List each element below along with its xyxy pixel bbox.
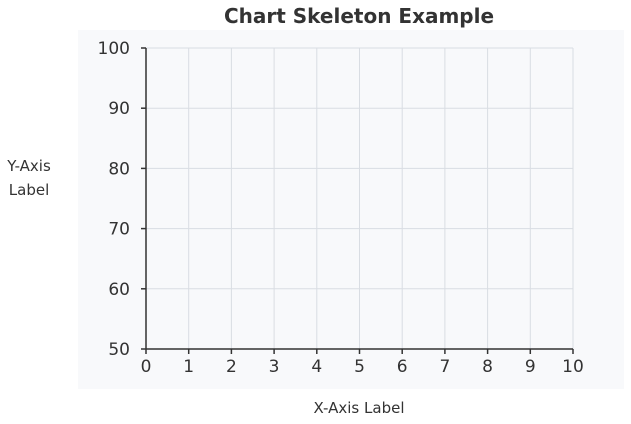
chart-title: Chart Skeleton Example — [224, 4, 494, 28]
y-tick-label: 60 — [108, 280, 130, 300]
x-tick-label: 6 — [397, 357, 408, 377]
x-tick-label: 8 — [482, 357, 493, 377]
x-tick-label: 9 — [525, 357, 536, 377]
x-tick-label: 3 — [269, 357, 280, 377]
x-tick-label: 1 — [183, 357, 194, 377]
y-tick-label: 90 — [108, 99, 130, 119]
y-axis-label-line-1: Y-Axis — [6, 157, 51, 175]
y-tick-label: 100 — [98, 39, 130, 59]
y-tick-label: 80 — [108, 159, 130, 179]
x-tick-label: 5 — [354, 357, 365, 377]
axes — [141, 47, 574, 354]
tick-labels: 0 1 2 3 4 5 6 7 8 9 10 50 60 70 80 90 100 — [98, 39, 584, 377]
x-tick-label: 7 — [439, 357, 450, 377]
y-tick-label: 70 — [108, 220, 130, 240]
x-tick-label: 4 — [311, 357, 322, 377]
x-axis-label: X-Axis Label — [314, 399, 405, 417]
x-tick-label: 2 — [226, 357, 237, 377]
plot-background — [78, 30, 624, 389]
y-axis-label-line-2: Label — [9, 181, 49, 199]
y-tick-label: 50 — [108, 340, 130, 360]
x-tick-label: 10 — [562, 357, 584, 377]
x-tick-label: 0 — [141, 357, 152, 377]
